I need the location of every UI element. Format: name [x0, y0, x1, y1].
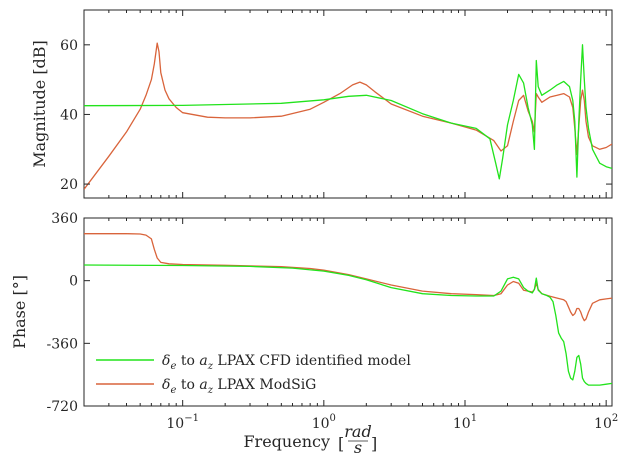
- phase-panel: 360 0 -360 -720 10−1 100 101 102 Phase [°] δe t…: [10, 211, 618, 457]
- xlabel-bracket-open: [: [338, 434, 344, 453]
- ytick-label: 0: [69, 274, 78, 290]
- xtick-label: 10−1: [166, 413, 199, 432]
- ytick-label: 360: [51, 211, 78, 227]
- phase-ticks: 360 0 -360 -720 10−1 100 101 102: [47, 211, 619, 432]
- legend: δe to az LPAX CFD identified model δe to…: [88, 346, 468, 396]
- xtick-label: 100: [312, 413, 336, 432]
- ytick-label: -360: [47, 336, 78, 352]
- phase-curves: [84, 233, 612, 386]
- magnitude-axes-frame: [83, 9, 613, 199]
- xlabel-bracket-close: ]: [371, 434, 377, 453]
- x-axis-label: Frequency [ rad s ]: [243, 422, 377, 457]
- ytick-label: 60: [60, 38, 78, 54]
- series-line-identified-top: [84, 44, 612, 180]
- ytick-label: 40: [60, 107, 78, 123]
- ytick-label: 20: [60, 177, 78, 193]
- xlabel-numerator: rad: [344, 422, 371, 441]
- series-line-identified-bottom: [84, 264, 612, 386]
- xlabel-denominator: s: [354, 438, 362, 457]
- legend-label-identified: δe to az LPAX CFD identified model: [162, 353, 411, 372]
- series-line-modsig-bottom: [84, 233, 612, 322]
- magnitude-panel: 20 40 60 Magnitude [dB]: [30, 9, 613, 199]
- magnitude-ylabel: Magnitude [dB]: [30, 40, 49, 168]
- xtick-label: 102: [594, 413, 618, 432]
- magnitude-ticks: 20 40 60: [60, 10, 612, 198]
- legend-label-modsig: δe to az LPAX ModSiG: [162, 377, 316, 396]
- phase-ylabel: Phase [°]: [10, 275, 29, 349]
- legend-entry-modsig: δe to az LPAX ModSiG: [96, 377, 316, 396]
- ytick-label: -720: [47, 399, 78, 415]
- xlabel-prefix: Frequency: [243, 432, 330, 451]
- legend-box: [88, 346, 468, 396]
- legend-entry-identified: δe to az LPAX CFD identified model: [96, 353, 411, 372]
- xtick-label: 101: [453, 413, 477, 432]
- magnitude-curves: [84, 42, 612, 190]
